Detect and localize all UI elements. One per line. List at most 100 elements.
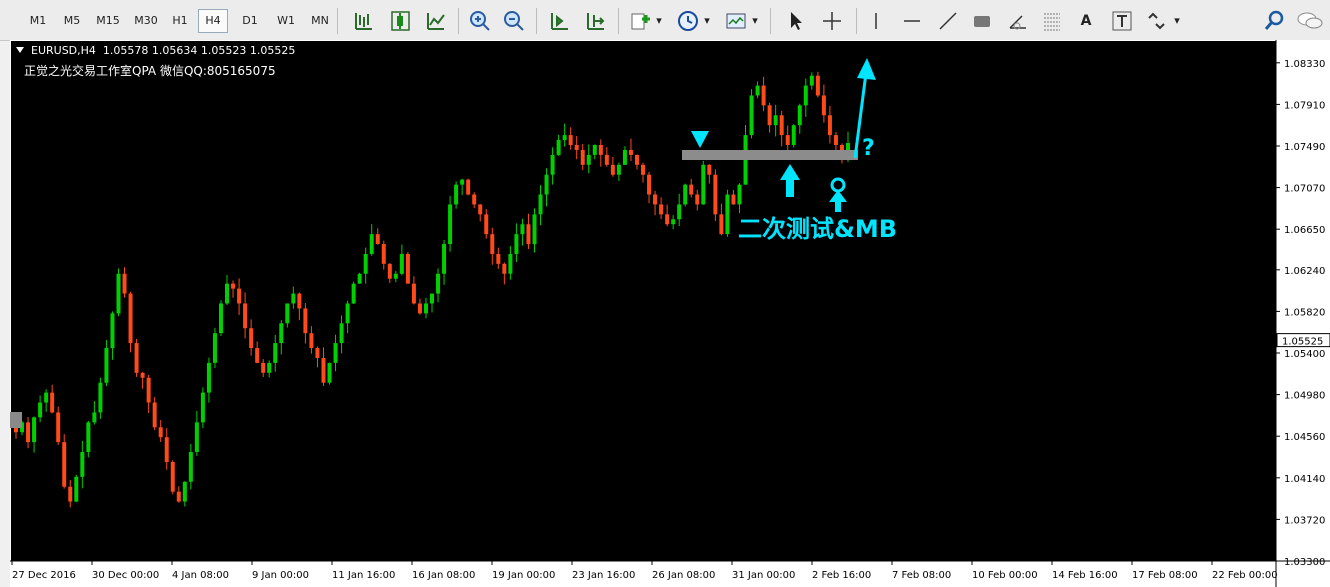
candle-body [206, 362, 211, 393]
time-label: 10 Feb 00:00 [972, 570, 1038, 581]
toolbar-separator [458, 8, 459, 34]
zoom-out-icon[interactable] [502, 9, 526, 33]
time-label: 26 Jan 08:00 [652, 570, 715, 581]
time-label: 11 Jan 16:00 [332, 570, 395, 581]
time-label: 23 Jan 16:00 [572, 570, 635, 581]
line-chart-icon[interactable] [424, 9, 448, 33]
candle-body [809, 75, 814, 86]
arrows-icon[interactable] [1144, 9, 1168, 33]
dropdown-arrow-icon[interactable]: ▾ [1174, 14, 1180, 27]
timeframe-m15[interactable]: M15 [96, 14, 120, 27]
candle-body [68, 486, 73, 502]
timeframe-d1[interactable]: D1 [242, 14, 258, 27]
candle-body [405, 253, 410, 284]
up-arrow-marker [780, 164, 800, 197]
candle-body [225, 283, 230, 304]
studio-caption: 正觉之光交易工作室QPA 微信QQ:805165075 [24, 64, 276, 78]
text-tool-icon[interactable]: A [1080, 13, 1092, 29]
collapse-triangle-icon[interactable] [16, 47, 24, 53]
candle-body [749, 95, 754, 136]
candle-body [122, 273, 127, 294]
scroll-handle[interactable] [10, 412, 22, 428]
toolbar-separator [770, 8, 771, 34]
timeframe-w1[interactable]: W1 [277, 14, 295, 27]
timeframe-m1[interactable]: M1 [29, 14, 47, 27]
chart-shift-icon[interactable] [548, 9, 572, 33]
timeframe-mn[interactable]: MN [311, 14, 329, 27]
candle-body [713, 174, 718, 215]
candle-body [598, 145, 603, 155]
cursor-icon[interactable] [784, 9, 808, 33]
candle-body [50, 392, 55, 413]
candle-body [98, 382, 103, 413]
candle-body [381, 244, 386, 264]
candle-body [231, 283, 236, 289]
candle-body [339, 323, 344, 344]
time-label: 22 Feb 00:00 [1212, 570, 1278, 581]
price-label: 1.04560 [1284, 432, 1325, 443]
candle-body [508, 253, 513, 274]
resistance-zone [682, 150, 858, 160]
timeframe-m5[interactable]: M5 [63, 14, 81, 27]
candle-body [128, 293, 133, 344]
auto-scroll-icon[interactable] [584, 9, 608, 33]
candle-body [152, 402, 157, 428]
candle-body [520, 224, 525, 235]
candle-body [261, 362, 266, 373]
timeframe-m30[interactable]: M30 [134, 14, 158, 27]
time-label: 19 Jan 00:00 [492, 570, 555, 581]
candle-body [333, 343, 338, 363]
candle-body [719, 214, 724, 235]
price-label: 1.08330 [1284, 59, 1325, 70]
time-label: 7 Feb 08:00 [892, 570, 951, 581]
search-icon[interactable] [1262, 9, 1286, 33]
chart-window[interactable]: 1.08330 1.07910 1.07490 1.07070 1.06650 1.062… [10, 40, 1330, 587]
crosshair-icon[interactable] [820, 9, 844, 33]
indicators-icon[interactable] [628, 9, 652, 33]
candle-body [514, 234, 519, 254]
candle-body [345, 303, 350, 324]
bar-chart-icon[interactable] [352, 9, 376, 33]
dropdown-arrow-icon[interactable]: ▾ [704, 14, 710, 27]
candle-body [158, 427, 163, 438]
candle-body [200, 392, 205, 423]
candle-body [327, 362, 332, 383]
fibonacci-icon[interactable] [1040, 9, 1064, 33]
candle-body [399, 253, 404, 274]
templates-icon[interactable] [724, 9, 748, 33]
candle-body [134, 343, 139, 373]
time-label: 16 Jan 08:00 [412, 570, 475, 581]
candle-body [218, 303, 223, 334]
candle-body [273, 343, 278, 363]
candle-body [659, 204, 664, 215]
candle-body [448, 204, 453, 245]
zoom-in-icon[interactable] [468, 9, 492, 33]
text-label-icon[interactable] [1110, 9, 1134, 33]
current-price-label: 1.05525 [1282, 337, 1323, 348]
candle-body [20, 422, 25, 433]
periods-clock-icon[interactable] [676, 9, 700, 33]
candlestick-chart-icon[interactable] [388, 9, 412, 33]
candle-body [791, 125, 796, 145]
candle-body [725, 194, 730, 235]
candle-body [56, 412, 61, 443]
rectangle-icon[interactable] [970, 9, 994, 33]
horizontal-line-icon[interactable] [900, 9, 924, 33]
candle-body [351, 283, 356, 304]
trendline-icon[interactable] [936, 9, 960, 33]
candle-body [604, 154, 609, 165]
candle-body [80, 452, 85, 477]
toolbar-separator [536, 8, 537, 34]
dropdown-arrow-icon[interactable]: ▾ [752, 14, 758, 27]
dropdown-arrow-icon[interactable]: ▾ [656, 14, 662, 27]
timeframe-h1[interactable]: H1 [172, 14, 188, 27]
price-label: 1.06650 [1284, 225, 1325, 236]
vertical-line-icon[interactable] [864, 9, 888, 33]
timeframe-h4[interactable]: H4 [198, 9, 228, 33]
candle-body [291, 293, 296, 304]
price-chart[interactable]: 1.08330 1.07910 1.07490 1.07070 1.06650 1.062… [10, 40, 1330, 587]
angle-tool-icon[interactable] [1006, 9, 1030, 33]
candle-body [761, 85, 766, 106]
chat-icon[interactable] [1296, 9, 1324, 33]
price-label: 1.05820 [1284, 307, 1325, 318]
